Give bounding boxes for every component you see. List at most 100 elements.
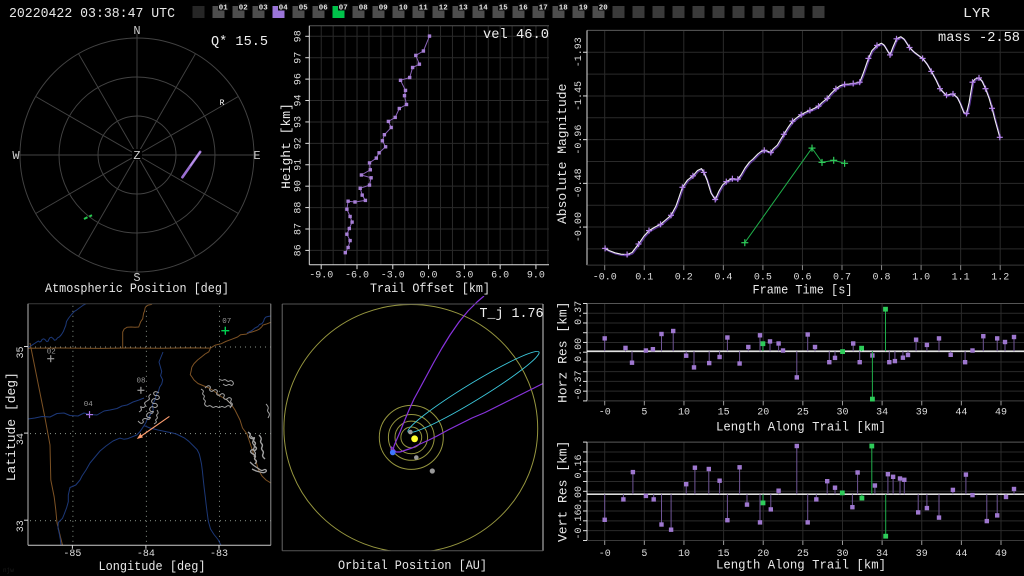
- svg-text:44: 44: [955, 408, 967, 419]
- svg-text:0.37: 0.37: [574, 301, 585, 325]
- svg-text:02: 02: [239, 5, 248, 13]
- svg-text:-0: -0: [599, 408, 611, 419]
- svg-text:20220422 03:38:47 UTC: 20220422 03:38:47 UTC: [9, 6, 175, 22]
- svg-text:34: 34: [876, 549, 888, 560]
- svg-text:96: 96: [294, 73, 305, 85]
- svg-text:0.5: 0.5: [754, 273, 772, 284]
- svg-text:-1.93: -1.93: [574, 37, 585, 67]
- svg-text:19: 19: [579, 5, 588, 13]
- svg-text:Absolute Magnitude: Absolute Magnitude: [555, 84, 570, 224]
- svg-text:08: 08: [137, 378, 146, 386]
- svg-text:0.00: 0.00: [574, 338, 585, 362]
- svg-text:-0: -0: [599, 549, 611, 560]
- svg-text:49: 49: [995, 408, 1007, 419]
- svg-text:-0.00: -0.00: [574, 212, 585, 242]
- svg-text:-85: -85: [63, 549, 81, 560]
- svg-text:Vert Res [km]: Vert Res [km]: [556, 441, 571, 542]
- svg-text:mass -2.58: mass -2.58: [938, 31, 1020, 46]
- svg-text:0.00: 0.00: [574, 486, 585, 510]
- svg-text:05: 05: [299, 5, 308, 13]
- svg-text:98: 98: [294, 30, 305, 42]
- svg-text:20: 20: [757, 408, 769, 419]
- svg-text:1.2: 1.2: [991, 273, 1009, 284]
- svg-text:30: 30: [836, 408, 848, 419]
- svg-text:Trail Offset [km]: Trail Offset [km]: [370, 282, 490, 296]
- svg-text:18: 18: [559, 5, 568, 13]
- svg-text:vel 46.0: vel 46.0: [483, 28, 549, 43]
- svg-text:1.1: 1.1: [952, 273, 970, 284]
- svg-text:Orbital Position [AU]: Orbital Position [AU]: [338, 559, 487, 573]
- svg-text:07: 07: [339, 5, 348, 13]
- svg-text:6.0: 6.0: [491, 271, 509, 282]
- svg-text:Latitude [deg]: Latitude [deg]: [4, 372, 19, 481]
- svg-text:33: 33: [16, 520, 27, 532]
- svg-text:Height [km]: Height [km]: [279, 103, 294, 189]
- svg-text:39: 39: [916, 549, 928, 560]
- svg-text:03: 03: [259, 5, 268, 13]
- svg-text:16: 16: [519, 5, 528, 13]
- svg-text:13: 13: [459, 5, 468, 13]
- svg-text:34: 34: [16, 433, 27, 445]
- svg-text:87: 87: [294, 223, 305, 235]
- svg-text:0.0: 0.0: [420, 271, 438, 282]
- svg-text:07: 07: [222, 318, 231, 326]
- svg-text:0.7: 0.7: [833, 273, 851, 284]
- svg-text:97: 97: [294, 52, 305, 64]
- svg-text:10: 10: [399, 5, 408, 13]
- svg-text:T_j 1.76: T_j 1.76: [480, 307, 544, 322]
- svg-text:-0.37: -0.37: [574, 370, 585, 400]
- svg-text:06: 06: [319, 5, 328, 13]
- svg-text:njw: njw: [3, 567, 14, 574]
- svg-text:25: 25: [797, 549, 809, 560]
- svg-text:20: 20: [599, 5, 608, 13]
- svg-text:-9.0: -9.0: [309, 271, 333, 282]
- svg-text:S: S: [133, 271, 140, 285]
- svg-text:-3.0: -3.0: [381, 271, 405, 282]
- svg-text:04: 04: [84, 401, 94, 409]
- svg-text:39: 39: [916, 408, 928, 419]
- svg-text:11: 11: [419, 5, 428, 13]
- svg-text:0.2: 0.2: [675, 273, 693, 284]
- svg-text:30: 30: [836, 549, 848, 560]
- svg-text:-0.0: -0.0: [593, 273, 617, 284]
- svg-text:17: 17: [539, 5, 548, 13]
- svg-text:10: 10: [678, 408, 690, 419]
- svg-text:90: 90: [294, 180, 305, 192]
- svg-text:20: 20: [757, 549, 769, 560]
- svg-text:09: 09: [379, 5, 388, 13]
- svg-text:-1.45: -1.45: [574, 81, 585, 111]
- svg-text:Q* 15.5: Q* 15.5: [211, 35, 268, 50]
- svg-text:Z: Z: [133, 149, 140, 163]
- svg-text:-83: -83: [210, 549, 228, 560]
- svg-text:W: W: [12, 149, 20, 163]
- svg-text:-6.0: -6.0: [345, 271, 369, 282]
- svg-text:9.0: 9.0: [527, 271, 545, 282]
- svg-text:-84: -84: [137, 549, 155, 560]
- svg-text:N: N: [133, 24, 140, 38]
- svg-text:-0.16: -0.16: [574, 509, 585, 539]
- svg-text:Length Along Trail [km]: Length Along Trail [km]: [716, 421, 886, 435]
- svg-text:1.0: 1.0: [912, 273, 930, 284]
- svg-text:LYR: LYR: [963, 6, 991, 22]
- svg-text:44: 44: [955, 549, 967, 560]
- svg-text:25: 25: [797, 408, 809, 419]
- svg-text:Atmospheric Position [deg]: Atmospheric Position [deg]: [45, 282, 229, 296]
- svg-text:0.8: 0.8: [873, 273, 891, 284]
- svg-text:94: 94: [294, 95, 305, 107]
- svg-text:5: 5: [641, 408, 647, 419]
- svg-text:-0.48: -0.48: [574, 168, 585, 198]
- svg-text:15: 15: [718, 408, 730, 419]
- svg-text:88: 88: [294, 202, 305, 214]
- svg-text:Horz Res [km]: Horz Res [km]: [556, 301, 571, 402]
- svg-text:49: 49: [995, 549, 1007, 560]
- svg-text:15: 15: [499, 5, 508, 13]
- svg-text:10: 10: [678, 549, 690, 560]
- svg-text:Longitude [deg]: Longitude [deg]: [99, 560, 206, 574]
- svg-text:34: 34: [876, 408, 888, 419]
- svg-text:14: 14: [479, 5, 488, 13]
- svg-text:93: 93: [294, 116, 305, 128]
- svg-text:3.0: 3.0: [455, 271, 473, 282]
- svg-text:02: 02: [47, 349, 56, 357]
- svg-text:-0.96: -0.96: [574, 125, 585, 155]
- svg-text:R: R: [220, 99, 225, 108]
